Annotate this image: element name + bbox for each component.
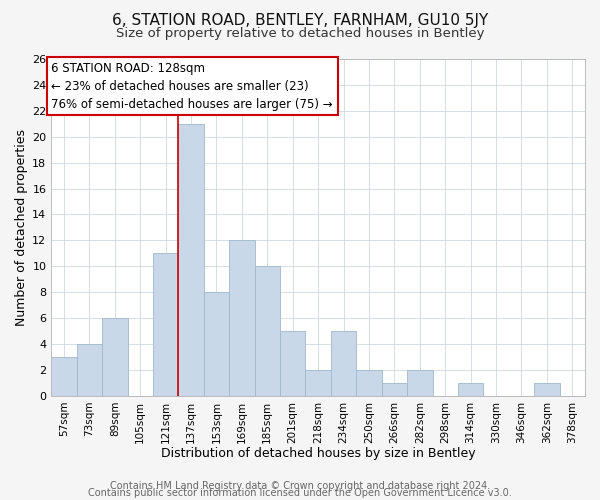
Bar <box>51 357 77 396</box>
Bar <box>102 318 128 396</box>
Bar <box>356 370 382 396</box>
Bar <box>458 383 484 396</box>
X-axis label: Distribution of detached houses by size in Bentley: Distribution of detached houses by size … <box>161 447 475 460</box>
Text: 6, STATION ROAD, BENTLEY, FARNHAM, GU10 5JY: 6, STATION ROAD, BENTLEY, FARNHAM, GU10 … <box>112 12 488 28</box>
Text: Contains public sector information licensed under the Open Government Licence v3: Contains public sector information licen… <box>88 488 512 498</box>
Bar <box>77 344 102 396</box>
Bar <box>331 331 356 396</box>
Bar <box>280 331 305 396</box>
Text: 6 STATION ROAD: 128sqm
← 23% of detached houses are smaller (23)
76% of semi-det: 6 STATION ROAD: 128sqm ← 23% of detached… <box>51 62 333 110</box>
Bar <box>534 383 560 396</box>
Bar <box>153 254 178 396</box>
Bar <box>407 370 433 396</box>
Text: Size of property relative to detached houses in Bentley: Size of property relative to detached ho… <box>116 28 484 40</box>
Bar <box>204 292 229 396</box>
Bar <box>382 383 407 396</box>
Bar <box>305 370 331 396</box>
Text: Contains HM Land Registry data © Crown copyright and database right 2024.: Contains HM Land Registry data © Crown c… <box>110 481 490 491</box>
Bar <box>254 266 280 396</box>
Y-axis label: Number of detached properties: Number of detached properties <box>15 129 28 326</box>
Bar <box>178 124 204 396</box>
Bar <box>229 240 254 396</box>
